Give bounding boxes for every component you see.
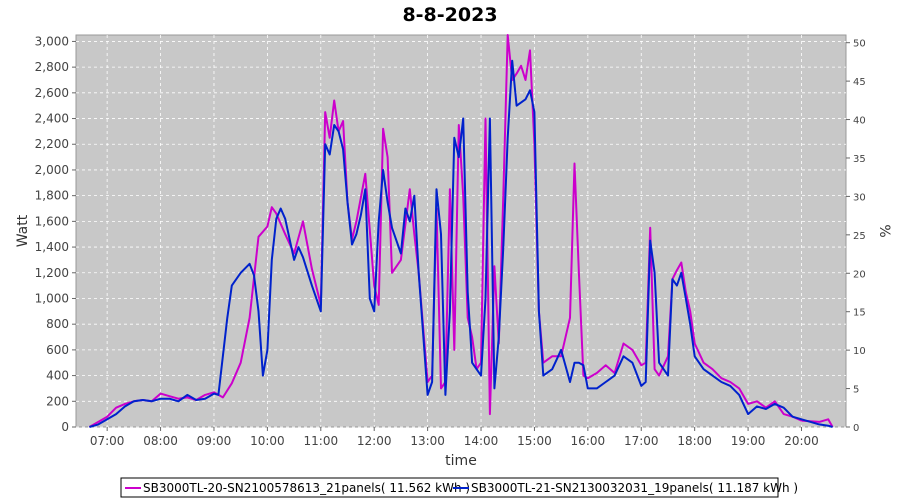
y2-tick-label: 30 [853,192,866,203]
y2-tick-label: 10 [853,346,866,357]
legend-label-2: SB3000TL-21-SN2130032031_19panels( 11.18… [471,481,798,495]
y-tick-label: 2,000 [35,163,69,177]
series-lines [88,34,834,428]
y2-tick-label: 45 [853,77,866,88]
legend-label-1: SB3000TL-20-SN2100578613_21panels( 11.56… [143,481,470,495]
x-tick-label: 16:00 [571,434,606,448]
x-axis-ticks: 07:00 08:00 09:00 10:00 11:00 12:00 13:00 14:00… [90,427,819,448]
legend-box [120,477,779,498]
y-tick-label: 800 [46,317,69,331]
y-tick-label: 1,600 [35,214,69,228]
chart-title: 8-8-2023 [402,4,497,26]
x-tick-label: 17:00 [624,434,659,448]
y2-tick-label: 5 [853,385,859,396]
x-tick-label: 07:00 [90,434,125,448]
y2-tick-label: 15 [853,308,866,319]
x-tick-label: 13:00 [410,434,445,448]
legend: SB3000TL-20-SN2100578613_21panels( 11.56… [120,477,798,498]
y2-tick-label: 20 [853,269,866,280]
y2-tick-label: 35 [853,154,866,165]
plot-area [75,34,847,428]
y-axis-ticks: 0 200 400 600 800 1,000 1,200 1,400 1,600 1,800 2,… [35,34,76,434]
x-tick-label: 11:00 [304,434,339,448]
x-tick-label: 19:00 [731,434,766,448]
y-tick-label: 1,000 [35,291,69,305]
y2-tick-label: 0 [853,423,859,434]
grid-lines [76,35,846,428]
y2-tick-label: 50 [853,39,866,50]
x-tick-label: 08:00 [143,434,178,448]
y-tick-label: 600 [46,343,69,357]
y2-axis-label: % [876,224,892,237]
y-axis-label: Watt [15,214,31,247]
x-tick-label: 09:00 [197,434,232,448]
y-tick-label: 1,800 [35,189,69,203]
y2-tick-label: 40 [853,116,866,127]
y2-tick-label: 25 [853,231,866,242]
y-tick-label: 1,400 [35,240,69,254]
y-tick-label: 2,400 [35,112,69,126]
x-tick-label: 18:00 [677,434,712,448]
y-tick-label: 2,800 [35,60,69,74]
x-tick-label: 12:00 [357,434,392,448]
y-tick-label: 0 [61,420,69,434]
y-tick-label: 400 [46,369,69,383]
y-tick-label: 2,600 [35,86,69,100]
y-tick-label: 1,200 [35,266,69,280]
y2-axis-ticks: 0 5 10 15 20 25 30 35 40 45 50 [846,39,866,434]
x-tick-label: 14:00 [464,434,499,448]
y-tick-label: 200 [46,394,69,408]
y-tick-label: 3,000 [35,34,69,48]
series-line-2 [89,59,833,428]
y-tick-label: 2,200 [35,137,69,151]
x-tick-label: 20:00 [784,434,819,448]
x-tick-label: 15:00 [517,434,552,448]
x-axis-label: time [445,453,477,469]
x-tick-label: 10:00 [250,434,285,448]
